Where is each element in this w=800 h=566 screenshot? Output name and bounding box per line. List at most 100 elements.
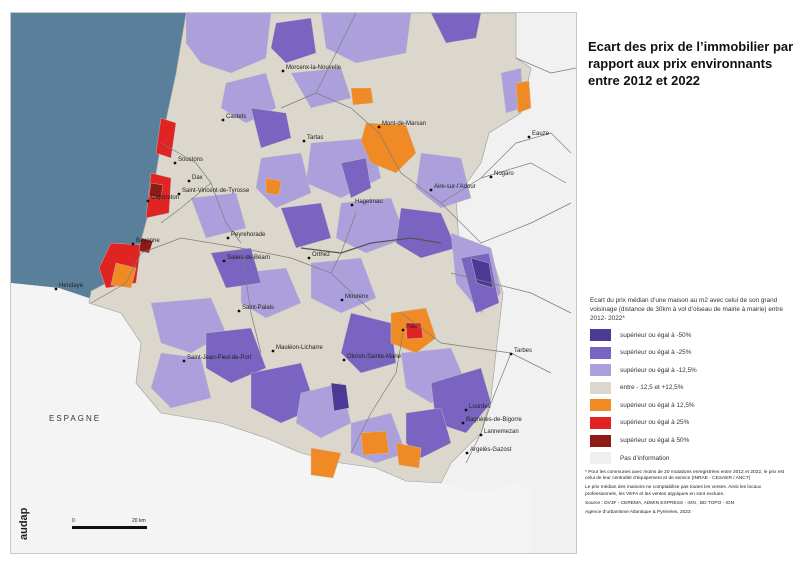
legend-item: supérieur ou égal à -12,5% — [590, 362, 790, 378]
commune-patch — [335, 197, 407, 254]
legend-label: entre - 12,5 et +12,5% — [620, 384, 684, 392]
legend-label: supérieur ou égal à -12,5% — [620, 366, 697, 374]
commune-patch — [185, 13, 272, 74]
legend-item: supérieur ou égal à 50% — [590, 433, 790, 449]
city-marker — [429, 188, 433, 192]
commune-patch — [205, 327, 267, 384]
city-marker — [221, 118, 225, 122]
city-marker — [173, 161, 177, 165]
commune-patch — [360, 430, 390, 456]
city-label: Dax — [192, 175, 203, 181]
commune-patch — [190, 192, 247, 239]
commune-patch — [395, 207, 457, 259]
city-label: Tarbes — [514, 348, 532, 354]
city-label: Nogaro — [494, 171, 514, 177]
city-marker — [177, 192, 181, 196]
commune-patch — [138, 237, 154, 254]
map-canvas: Morcenx-la-Nouvelle Castets Tartas Mont-de-… — [11, 13, 576, 553]
commune-patch — [290, 67, 352, 109]
commune-patch — [515, 80, 532, 114]
legend-label: supérieur ou égal à 25% — [620, 419, 690, 427]
commune-patch — [395, 442, 422, 469]
legend-swatch — [590, 452, 611, 465]
city-label: Orthez — [312, 252, 330, 258]
city-label: Mont-de-Marsan — [382, 121, 426, 127]
city-label: Eauze — [532, 131, 550, 137]
city-marker — [527, 135, 531, 139]
commune-patch — [350, 87, 374, 106]
commune-patch — [340, 157, 372, 199]
city-marker — [146, 199, 150, 203]
commune-patch — [330, 382, 350, 412]
city-marker — [271, 349, 275, 353]
commune-patch — [405, 322, 424, 340]
ocean — [11, 13, 186, 298]
city-label: Hendaye — [59, 283, 84, 289]
legend-label: supérieur ou égal à 12,5% — [620, 401, 695, 409]
city-labels: Morcenx-la-Nouvelle Castets Tartas Mont-de-… — [54, 65, 550, 455]
commune-patch — [255, 152, 312, 209]
city-marker — [307, 256, 311, 260]
legend-label: supérieur ou égal à -50% — [620, 331, 692, 339]
commune-patch — [150, 352, 212, 409]
legend-swatch — [590, 364, 611, 377]
city-marker — [131, 242, 135, 246]
notes: * Pour les communes avec moins de 20 mut… — [585, 470, 790, 519]
svg-text:audap: audap — [18, 507, 30, 540]
source: Source : DV3F - CEREMA, ADMIN EXPRESS - … — [585, 500, 735, 506]
city-label: Saint-Palais — [242, 305, 274, 311]
city-marker — [342, 358, 346, 362]
city-label: Saint-Vincent-de-Tyrosse — [182, 188, 250, 194]
commune-patch — [250, 107, 292, 149]
city-label: Aire-sur-l’Adour — [434, 184, 476, 190]
city-label: Bagnères-de-Bigorre — [466, 417, 522, 423]
city-marker — [479, 433, 483, 437]
city-marker — [461, 421, 465, 425]
legend-label: Pas d’information — [620, 454, 670, 462]
city-label: Morcenx-la-Nouvelle — [286, 65, 342, 71]
footnote: * Pour les communes avec moins de 20 mut… — [585, 470, 785, 482]
commune-patch — [265, 177, 282, 196]
legend-label: supérieur ou égal à 50% — [620, 437, 690, 445]
roads — [90, 13, 576, 464]
scale-bar: 0 20 km — [72, 518, 147, 529]
commune-patch — [210, 247, 262, 289]
commune-patch — [340, 312, 397, 374]
city-marker — [237, 309, 241, 313]
commune-patch — [360, 122, 417, 174]
map: Morcenx-la-Nouvelle Castets Tartas Mont-de-… — [10, 12, 577, 554]
city-marker — [509, 352, 513, 356]
city-marker — [350, 203, 354, 207]
city-marker — [377, 125, 381, 129]
city-label: Pau — [406, 324, 417, 330]
city-label: Bayonne — [136, 238, 160, 244]
commune-patch — [110, 262, 137, 289]
commune-patch — [280, 202, 332, 249]
exclusions-note: Le prix médian des maisons ne comptabili… — [585, 485, 762, 497]
commune-patch — [320, 13, 412, 64]
city-marker — [401, 328, 405, 332]
legend-swatch — [590, 381, 611, 394]
country-label: ESPAGNE — [49, 414, 101, 423]
commune-patch — [310, 447, 342, 479]
audap-logo: audap — [18, 507, 30, 540]
commune-patch — [155, 117, 177, 159]
city-label: Capbreton — [151, 195, 179, 201]
city-marker — [226, 236, 230, 240]
city-marker — [222, 259, 226, 263]
legend-title: Ecart du prix médian d’une maison au m2 … — [590, 297, 783, 322]
city-label: Tartas — [307, 135, 323, 141]
city-marker — [465, 451, 469, 455]
city-marker — [489, 175, 493, 179]
legend-swatch — [590, 346, 611, 359]
city-marker — [340, 298, 344, 302]
commune-patches — [98, 13, 532, 479]
city-label: Mourenx — [345, 294, 368, 300]
legend: Ecart du prix médian d’une maison au m2 … — [590, 296, 790, 468]
city-label: Mauléon-Licharre — [276, 345, 323, 351]
city-label: Lourdes — [469, 404, 491, 410]
city-label: Hagetmau — [355, 199, 383, 205]
commune-patch — [470, 257, 494, 289]
city-marker — [187, 179, 191, 183]
city-label: Lannemezan — [484, 429, 519, 435]
